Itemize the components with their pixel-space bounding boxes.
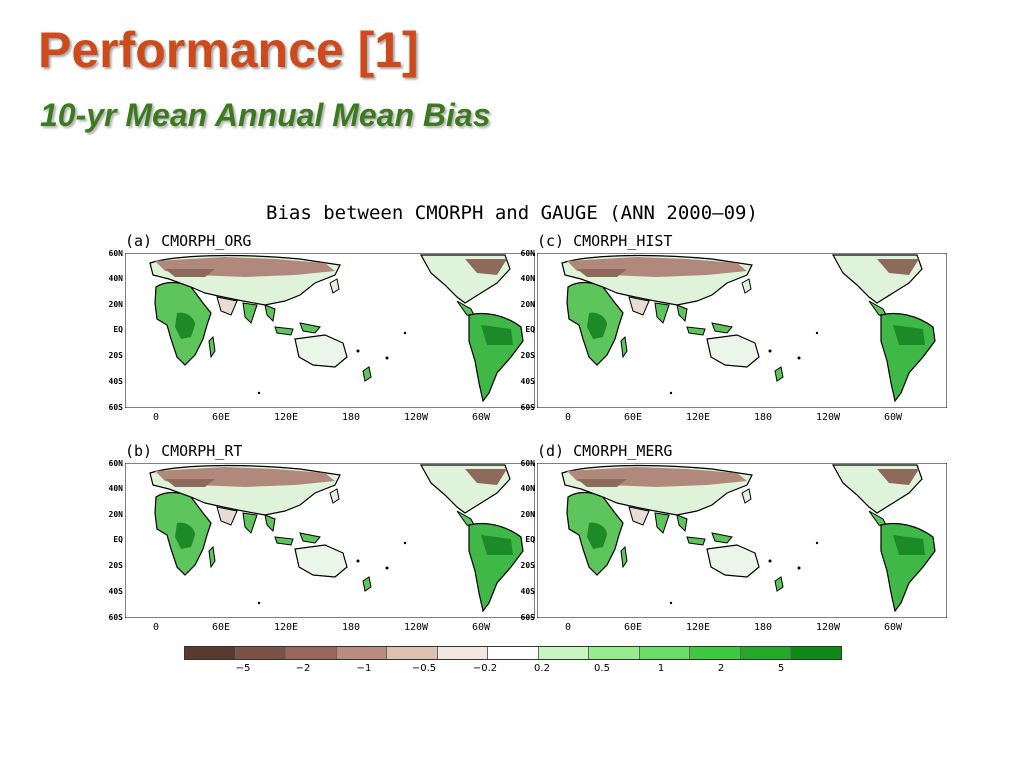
colorbar-tick-label: −0.2 — [472, 663, 498, 674]
panel-label: (a) CMORPH_ORG — [125, 232, 252, 250]
lat-label: 60S — [108, 613, 123, 622]
lat-label: 20S — [108, 561, 123, 570]
lat-label: 20N — [108, 510, 123, 519]
lat-label: 60N — [520, 459, 535, 468]
colorbar-segment — [690, 647, 741, 659]
lat-label: EQ — [113, 535, 123, 544]
lon-label: 60E — [211, 622, 231, 633]
colorbar-segment — [791, 647, 841, 659]
lat-label: 20N — [108, 300, 123, 309]
lon-label: 60E — [623, 622, 643, 633]
lon-label: 120W — [815, 412, 841, 423]
lat-label: 20N — [520, 510, 535, 519]
lon-label: 120W — [815, 622, 841, 633]
lat-label: 40N — [520, 484, 535, 493]
lon-label: 120E — [273, 412, 299, 423]
lat-label: 60N — [520, 249, 535, 258]
lon-label: 60W — [471, 622, 491, 633]
lat-label: 20S — [520, 561, 535, 570]
colorbar-tick-label: −1 — [356, 663, 372, 674]
lat-label: 60S — [520, 403, 535, 412]
lat-label: 40S — [108, 377, 123, 386]
colorbar-tick-label: −5 — [235, 663, 251, 674]
lat-label: 60S — [520, 613, 535, 622]
colorbar-tick-label: −2 — [295, 663, 311, 674]
lon-label: 180 — [341, 412, 361, 423]
colorbar-segment — [488, 647, 539, 659]
lat-label: 40N — [520, 274, 535, 283]
colorbar-tick-label: 0.2 — [534, 663, 550, 674]
lon-label: 60E — [211, 412, 231, 423]
colorbar-segment — [639, 647, 691, 659]
lon-label: 60W — [471, 412, 491, 423]
lat-label: EQ — [525, 535, 535, 544]
colorbar — [184, 646, 842, 660]
colorbar-segment — [538, 647, 590, 659]
lat-label: 20S — [108, 351, 123, 360]
lat-label: 40N — [108, 484, 123, 493]
lon-label: 120W — [403, 622, 429, 633]
colorbar-tick-label: −0.5 — [411, 663, 437, 674]
colorbar-segment — [589, 647, 640, 659]
colorbar-tick-label: 2 — [717, 663, 725, 674]
lon-label: 0 — [152, 412, 160, 423]
colorbar-segment — [336, 647, 388, 659]
colorbar-tick-label: 1 — [657, 663, 665, 674]
bias-map — [537, 463, 947, 618]
lon-label: 180 — [753, 622, 773, 633]
colorbar-segment — [740, 647, 792, 659]
lat-label: EQ — [113, 325, 123, 334]
colorbar-segment — [235, 647, 287, 659]
lat-label: EQ — [525, 325, 535, 334]
lon-label: 60W — [883, 412, 903, 423]
colorbar-tick-label: 5 — [777, 663, 785, 674]
lat-label: 60S — [108, 403, 123, 412]
lon-label: 0 — [152, 622, 160, 633]
colorbar-segment — [437, 647, 489, 659]
lat-label: 60N — [108, 249, 123, 258]
lat-label: 20S — [520, 351, 535, 360]
lat-label: 40N — [108, 274, 123, 283]
lat-label: 20N — [520, 300, 535, 309]
bias-map — [537, 253, 947, 408]
colorbar-tick-label: 0.5 — [594, 663, 610, 674]
lon-label: 120W — [403, 412, 429, 423]
lat-label: 40S — [520, 587, 535, 596]
lat-label: 60N — [108, 459, 123, 468]
bias-map — [125, 463, 535, 618]
lon-label: 120E — [273, 622, 299, 633]
lon-label: 60E — [623, 412, 643, 423]
colorbar-segment — [387, 647, 438, 659]
lon-label: 0 — [564, 412, 572, 423]
lon-label: 120E — [685, 622, 711, 633]
panel-label: (b) CMORPH_RT — [125, 442, 243, 460]
lon-label: 180 — [753, 412, 773, 423]
lon-label: 120E — [685, 412, 711, 423]
lon-label: 60W — [883, 622, 903, 633]
lon-label: 0 — [564, 622, 572, 633]
colorbar-segment — [185, 647, 236, 659]
slide-title: Performance [1] — [38, 22, 419, 78]
lat-label: 40S — [520, 377, 535, 386]
slide-subtitle: 10-yr Mean Annual Mean Bias — [40, 97, 491, 133]
lat-label: 40S — [108, 587, 123, 596]
colorbar-segment — [286, 647, 337, 659]
lon-label: 180 — [341, 622, 361, 633]
figure-title: Bias between CMORPH and GAUGE (ANN 2000—… — [266, 202, 758, 224]
bias-map — [125, 253, 535, 408]
panel-label: (c) CMORPH_HIST — [537, 232, 673, 250]
panel-label: (d) CMORPH_MERG — [537, 442, 673, 460]
